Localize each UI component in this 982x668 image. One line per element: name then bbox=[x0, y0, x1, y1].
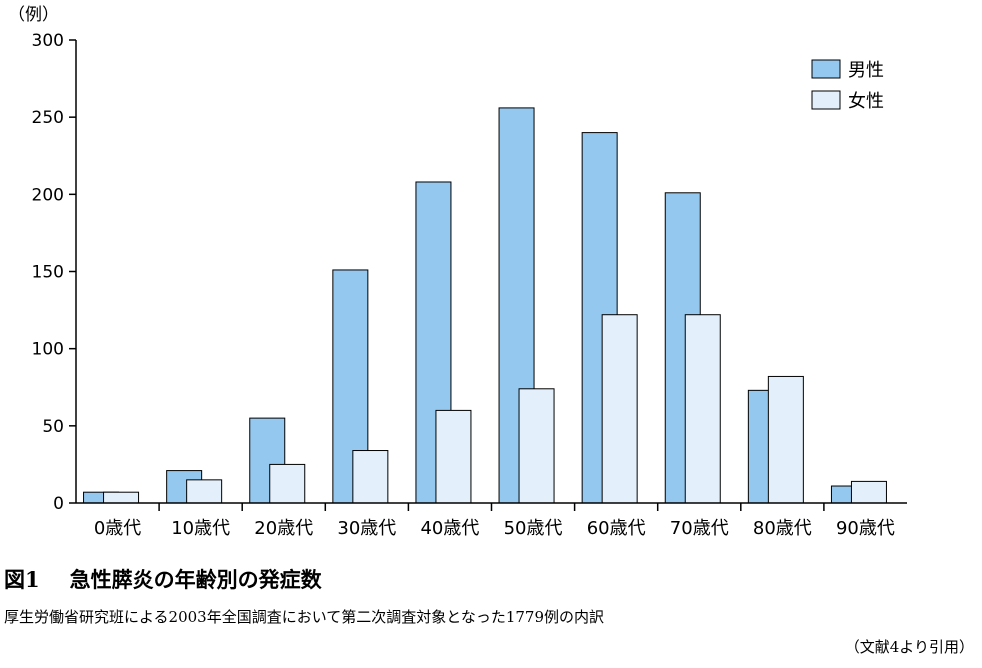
bar-female-6 bbox=[601, 314, 638, 504]
bar-female-4 bbox=[435, 409, 472, 504]
figure-caption: 厚生労働省研究班による2003年全国調査において第二次調査対象となった1779例… bbox=[4, 608, 605, 626]
y-axis-ticks: 0 50 100 150 200 250 300 bbox=[32, 31, 76, 514]
x-tick-label: 40歳代 bbox=[420, 518, 479, 539]
bar-chart: （例） 0 50 100 150 200 250 300 0歳代 10歳代 20歳代 30歳代 40… bbox=[8, 5, 907, 539]
legend-swatch-male bbox=[811, 59, 841, 79]
y-tick-label: 100 bbox=[32, 340, 64, 360]
legend-swatch-female bbox=[811, 90, 841, 110]
y-tick-label: 150 bbox=[32, 263, 64, 283]
y-tick-label: 200 bbox=[32, 185, 64, 205]
x-tick-label: 80歳代 bbox=[753, 518, 812, 539]
y-tick-label: 300 bbox=[32, 31, 64, 51]
bar-female-1 bbox=[186, 479, 223, 504]
x-tick-label: 10歳代 bbox=[171, 518, 230, 539]
x-axis-labels: 0歳代 10歳代 20歳代 30歳代 40歳代 50歳代 60歳代 70歳代 80歳代 90歳代 bbox=[94, 503, 895, 539]
x-tick-label: 30歳代 bbox=[337, 518, 396, 539]
bar-female-3 bbox=[352, 450, 389, 504]
figure-title-text: 急性膵炎の年齢別の発症数 bbox=[69, 568, 322, 592]
x-tick-label: 70歳代 bbox=[670, 518, 729, 539]
x-tick-label: 20歳代 bbox=[254, 518, 313, 539]
legend-label-male: 男性 bbox=[848, 60, 884, 81]
bar-female-2 bbox=[269, 463, 306, 504]
x-tick-label: 0歳代 bbox=[94, 518, 141, 539]
y-axis-unit-label: （例） bbox=[8, 5, 59, 25]
bar-female-7 bbox=[684, 314, 721, 504]
figure-label: 図1 bbox=[4, 567, 40, 592]
x-tick-label: 90歳代 bbox=[836, 518, 895, 539]
bar-female-8 bbox=[767, 375, 804, 504]
bar-female-0 bbox=[103, 491, 140, 504]
bars bbox=[83, 107, 887, 504]
figure-title: 図1 急性膵炎の年齢別の発症数 bbox=[4, 564, 322, 594]
y-tick-label: 0 bbox=[53, 494, 64, 514]
x-tick-label: 60歳代 bbox=[587, 518, 646, 539]
figure-source: （文献4より引用） bbox=[844, 638, 974, 656]
bar-female-5 bbox=[518, 388, 555, 504]
x-tick-label: 50歳代 bbox=[504, 518, 563, 539]
y-tick-label: 50 bbox=[42, 417, 64, 437]
bar-female-9 bbox=[850, 480, 887, 504]
y-tick-label: 250 bbox=[32, 108, 64, 128]
legend-label-female: 女性 bbox=[848, 91, 884, 112]
